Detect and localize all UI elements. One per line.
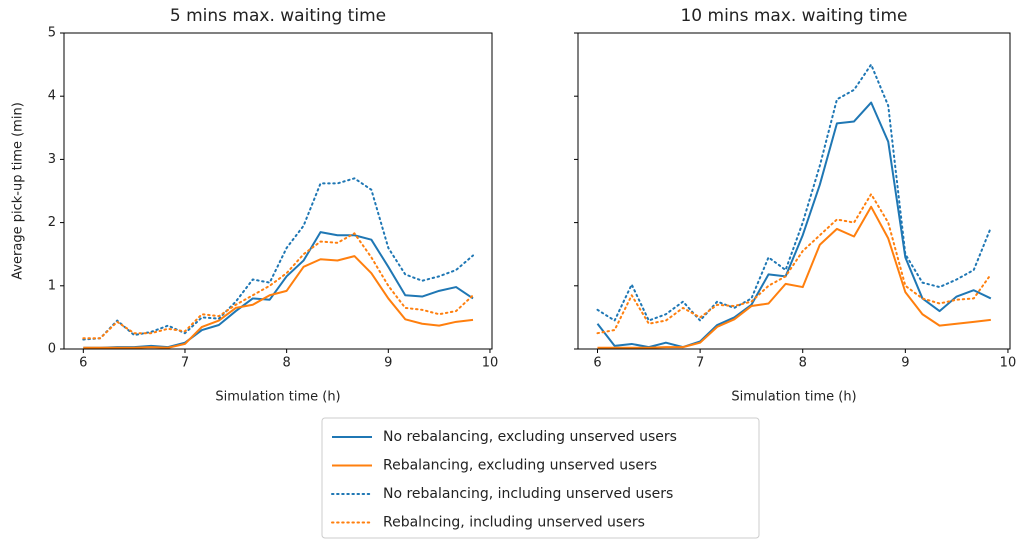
plot-frame <box>577 32 1011 350</box>
legend-label: No rebalancing, including unserved users <box>383 486 673 502</box>
y-tick-label: 3 <box>48 152 56 167</box>
series-line <box>596 63 992 322</box>
legend-label: Rebalancing, excluding unserved users <box>383 458 657 474</box>
x-tick-label: 9 <box>901 356 909 371</box>
x-tick-label: 10 <box>482 356 499 371</box>
series-line <box>596 101 992 349</box>
legend-box <box>321 417 760 539</box>
y-tick-label: 4 <box>48 89 56 104</box>
x-axis-label: Simulation time (h) <box>215 390 340 405</box>
y-tick-label: 1 <box>48 278 56 293</box>
x-tick-label: 7 <box>696 356 704 371</box>
plot-frame <box>63 32 493 350</box>
x-axis-label: Simulation time (h) <box>731 390 856 405</box>
series-line <box>82 232 475 340</box>
series-line <box>83 255 474 349</box>
legend-label: No rebalancing, excluding unserved users <box>383 429 677 445</box>
y-axis-label: Average pick-up time (min) <box>11 102 26 280</box>
y-tick-label: 5 <box>48 26 56 41</box>
chart-title: 10 mins max. waiting time <box>680 6 907 26</box>
x-tick-label: 10 <box>1000 356 1017 371</box>
series-line <box>596 193 992 335</box>
chart-title: 5 mins max. waiting time <box>170 6 386 26</box>
x-tick-label: 9 <box>384 356 392 371</box>
legend-label: Rebalncing, including unserved users <box>383 515 645 531</box>
x-tick-label: 8 <box>283 356 291 371</box>
x-tick-label: 6 <box>593 356 601 371</box>
series-line <box>83 231 474 349</box>
x-tick-label: 6 <box>79 356 87 371</box>
x-tick-label: 7 <box>181 356 189 371</box>
y-tick-label: 0 <box>48 342 56 357</box>
series-line <box>597 205 991 349</box>
series-line <box>82 177 475 341</box>
x-tick-label: 8 <box>799 356 807 371</box>
y-tick-label: 2 <box>48 215 56 230</box>
